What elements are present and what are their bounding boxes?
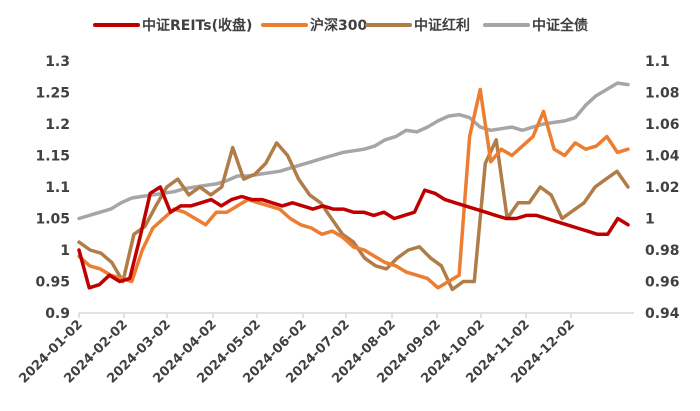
y-left-tick-label: 1.3 — [45, 54, 70, 70]
y-left-tick-label: 1.2 — [45, 117, 70, 133]
y-left-tick-label: 1 — [60, 243, 70, 259]
series-lines — [77, 81, 630, 292]
legend-label: 中证REITs(收盘) — [142, 17, 252, 34]
y-right-tick-label: 1.06 — [645, 117, 680, 133]
y-right-tick-label: 0.96 — [645, 275, 680, 291]
y-right-tick-label: 1.02 — [645, 180, 680, 196]
y-axis-right: 0.94 0.96 0.98 1 1.02 1.04 1.06 1.08 1.1 — [645, 54, 680, 322]
legend-item: 中证全债 — [483, 17, 588, 34]
y-left-tick-label: 1.05 — [35, 212, 70, 228]
legend-item: 中证红利 — [365, 17, 470, 34]
y-right-tick-label: 1 — [645, 212, 655, 228]
y-right-tick-label: 0.98 — [645, 243, 680, 259]
legend-label: 中证红利 — [414, 17, 470, 34]
legend-label: 中证全债 — [532, 17, 588, 34]
y-left-tick-label: 1.1 — [45, 180, 70, 196]
x-axis: 2024-01-022024-02-022024-03-022024-04-02… — [16, 312, 634, 387]
series-line — [77, 185, 630, 290]
y-right-tick-label: 1.04 — [645, 149, 680, 165]
legend-item: 沪深300 — [261, 17, 367, 34]
y-left-tick-label: 1.15 — [35, 149, 70, 165]
legend-label: 沪深300 — [310, 17, 367, 34]
legend-item: 中证REITs(收盘) — [93, 17, 252, 34]
y-right-tick-label: 0.94 — [645, 306, 680, 322]
y-axis-left: 0.9 0.95 1 1.05 1.1 1.15 1.2 1.25 1.3 — [35, 54, 70, 322]
y-left-tick-label: 1.25 — [35, 86, 70, 102]
series-line — [77, 138, 630, 292]
y-left-tick-label: 0.95 — [35, 275, 70, 291]
legend: 中证REITs(收盘) 沪深300 中证红利 中证全债 — [93, 17, 588, 34]
y-left-tick-label: 0.9 — [45, 306, 70, 322]
y-right-tick-label: 1.08 — [645, 86, 680, 102]
y-right-tick-label: 1.1 — [645, 54, 670, 70]
